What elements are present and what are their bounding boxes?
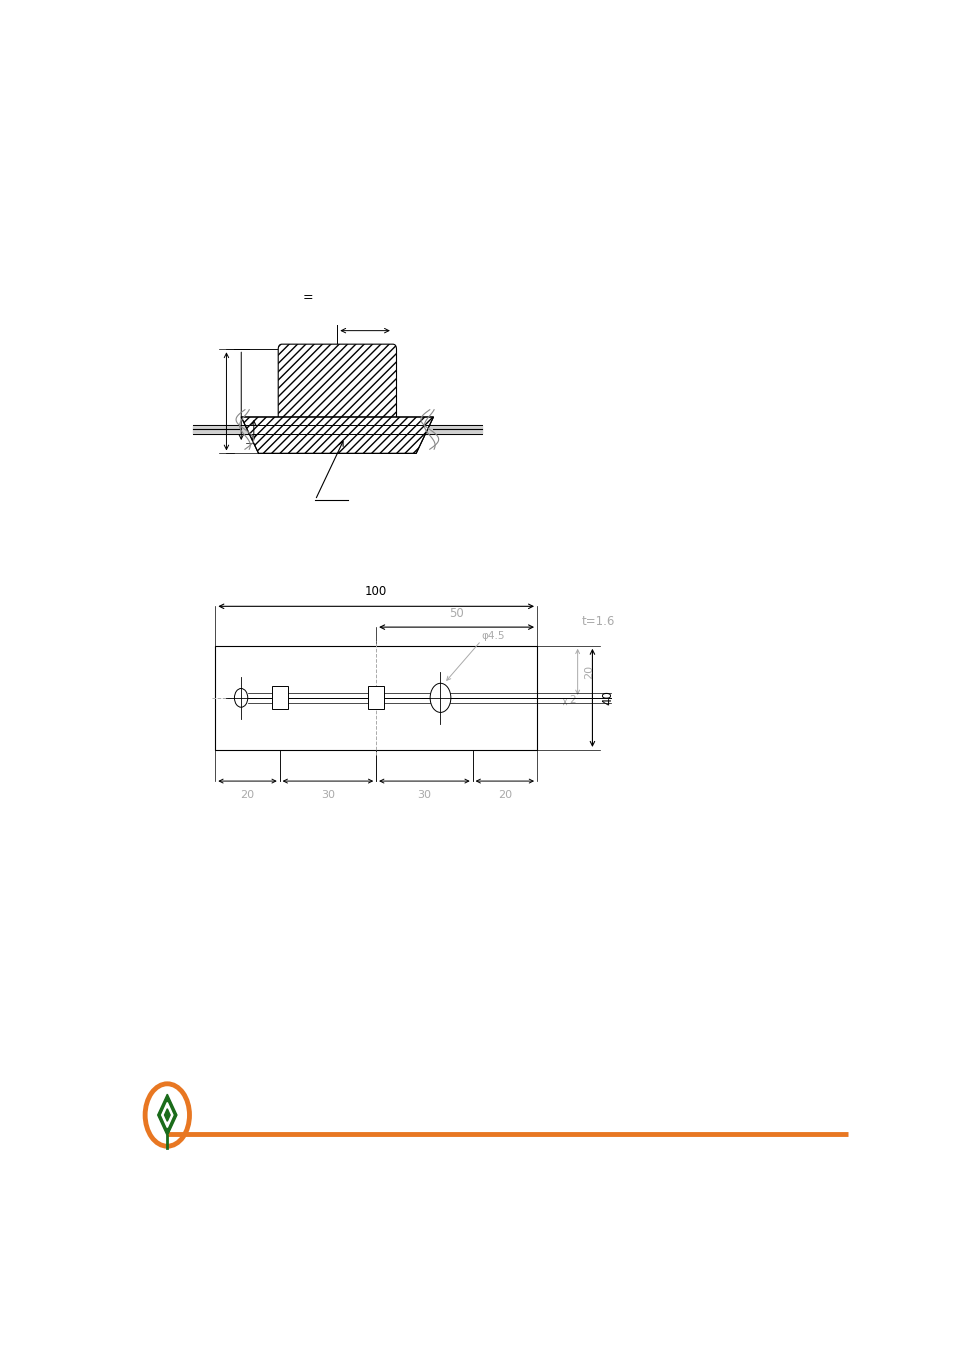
Bar <box>272 686 288 709</box>
Text: 20: 20 <box>497 790 512 800</box>
Text: φ4.5: φ4.5 <box>480 631 504 640</box>
Text: =: = <box>302 290 313 304</box>
Text: 2: 2 <box>569 696 576 705</box>
Text: 40: 40 <box>600 690 614 705</box>
Circle shape <box>430 684 451 712</box>
Circle shape <box>234 689 248 707</box>
Polygon shape <box>241 417 433 454</box>
Text: 30: 30 <box>417 790 431 800</box>
Polygon shape <box>161 1102 172 1128</box>
Text: 30: 30 <box>320 790 335 800</box>
Polygon shape <box>157 1094 176 1136</box>
Text: 50: 50 <box>449 607 463 620</box>
Text: t=1.6: t=1.6 <box>580 616 614 628</box>
Text: 20: 20 <box>583 665 594 680</box>
Text: 100: 100 <box>365 585 387 598</box>
Polygon shape <box>164 1109 170 1121</box>
Text: 20: 20 <box>240 790 254 800</box>
Bar <box>215 646 537 750</box>
FancyBboxPatch shape <box>278 345 396 449</box>
Bar <box>368 686 384 709</box>
